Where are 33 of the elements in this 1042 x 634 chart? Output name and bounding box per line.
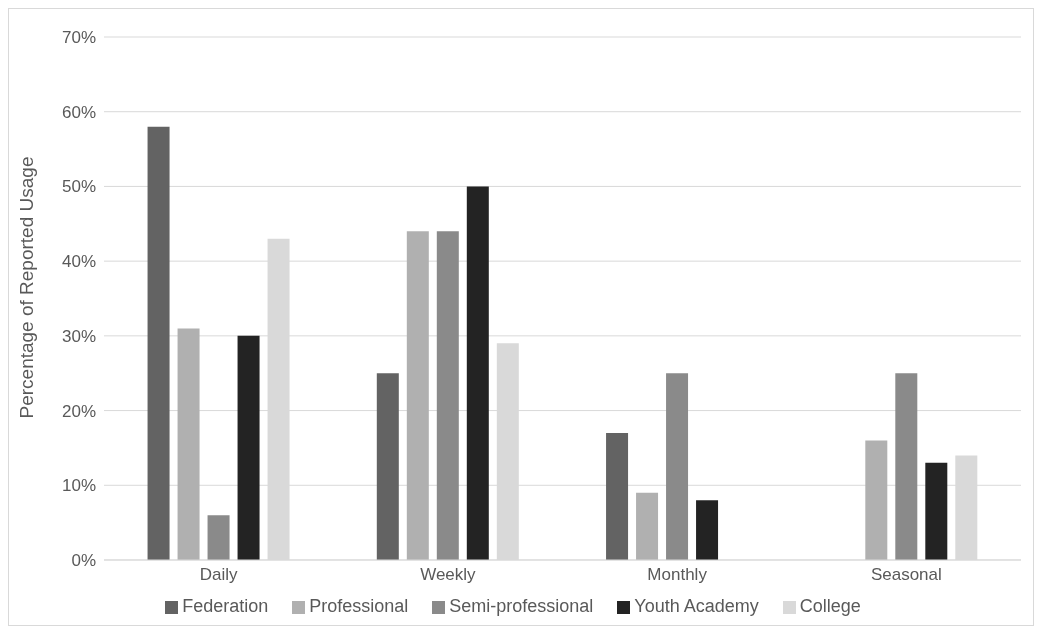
legend-label: Semi-professional bbox=[449, 596, 594, 616]
legend-label: Youth Academy bbox=[634, 596, 759, 616]
bar bbox=[207, 515, 230, 560]
bar bbox=[666, 373, 689, 560]
bar bbox=[606, 432, 629, 560]
y-tick-label: 20% bbox=[61, 401, 96, 421]
bar bbox=[376, 373, 399, 560]
x-tick-label: Monthly bbox=[647, 565, 708, 585]
bar bbox=[636, 492, 659, 560]
bar bbox=[436, 231, 459, 560]
bar bbox=[237, 335, 260, 560]
legend-label: Federation bbox=[182, 596, 269, 616]
y-tick-label: 60% bbox=[61, 102, 96, 122]
bar bbox=[895, 373, 918, 560]
x-tick-label: Daily bbox=[199, 565, 239, 585]
bar bbox=[147, 126, 170, 560]
y-tick-label: 70% bbox=[61, 28, 96, 48]
bar bbox=[466, 186, 489, 560]
y-axis-title: Percentage of Reported Usage bbox=[15, 156, 37, 419]
x-tick-label: Weekly bbox=[420, 565, 477, 585]
y-tick-label: 50% bbox=[61, 177, 96, 197]
x-tick-label: Seasonal bbox=[870, 565, 942, 585]
legend-label: Professional bbox=[309, 596, 409, 616]
bar bbox=[865, 440, 888, 560]
bar bbox=[696, 500, 719, 560]
bar bbox=[925, 462, 948, 560]
y-tick-label: 10% bbox=[61, 476, 96, 496]
bar bbox=[177, 328, 200, 560]
legend-label: College bbox=[799, 596, 861, 616]
y-tick-label: 30% bbox=[61, 326, 96, 346]
y-tick-label: 40% bbox=[61, 252, 96, 272]
bar bbox=[406, 231, 429, 560]
y-tick-label: 0% bbox=[71, 551, 96, 571]
